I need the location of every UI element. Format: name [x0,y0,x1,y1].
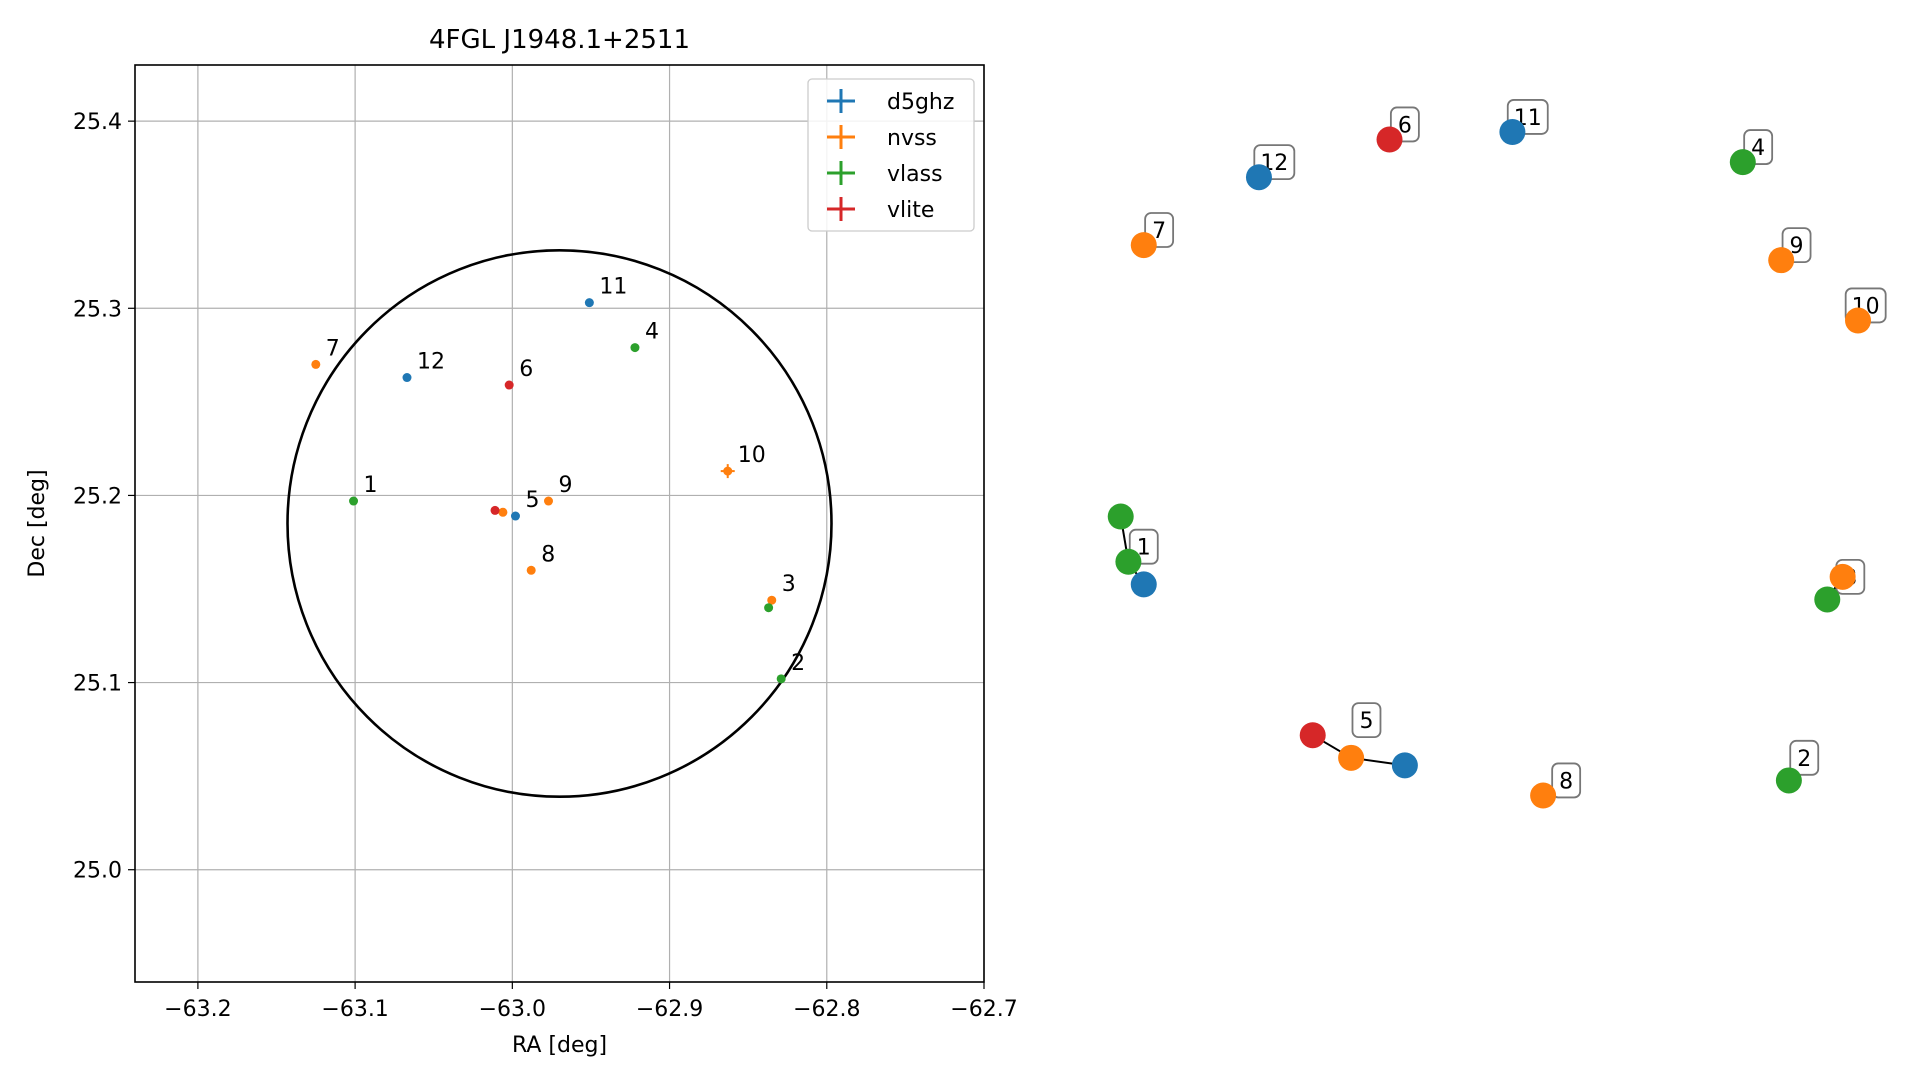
marker-nvss [1130,232,1157,259]
x-tick-label: −63.2 [164,997,231,1022]
point-label: 8 [541,542,555,567]
legend-label-vlite: vlite [887,198,934,223]
error-ellipse-layer [286,248,833,799]
x-tick-label: −62.7 [950,997,1017,1022]
point-label: 7 [326,336,340,361]
x-tick-label: −63.0 [479,997,546,1022]
legend-label-d5ghz: d5ghz [887,90,954,115]
x-tick-label: −62.9 [636,997,703,1022]
point-label: 9 [558,473,572,498]
legend: d5ghz nvss vlass vlite [807,78,975,232]
plot-frame [134,64,985,983]
data-point-nvss [311,359,321,369]
group-label: 5 [1359,709,1373,734]
data-point-nvss [498,507,508,517]
data-point-vlite [490,505,500,515]
y-tick-label: 25.4 [73,110,122,135]
marker-nvss [1845,307,1871,334]
x-tick-label: −62.8 [793,997,860,1022]
marker-d5ghz [1245,164,1272,191]
y-axis-ticks: 25.0 25.1 25.2 25.3 25.4 [73,110,135,884]
point-label: 11 [599,275,627,300]
data-point-vlite [504,380,514,390]
marker-d5ghz [1130,571,1157,598]
point-label: 2 [791,651,805,676]
y-tick-label: 25.3 [73,297,122,322]
point-label: 3 [782,572,796,597]
data-point-vlass [764,603,774,613]
data-point-nvss [526,565,536,575]
data-point-d5ghz [584,298,594,308]
y-tick-label: 25.2 [73,484,122,509]
x-tick-label: −63.1 [321,997,388,1022]
marker-vlass [1107,503,1134,530]
group-label: 9 [1790,234,1804,259]
marker-vlass [1814,586,1841,613]
group-label: 8 [1559,769,1573,794]
data-point-vlass [776,674,786,684]
marker-d5ghz [1391,752,1418,779]
source-markers [1107,119,1871,809]
group-label-box [1789,739,1820,776]
point-label: 1 [364,473,378,498]
y-tick-label: 25.1 [73,672,122,697]
data-point-d5ghz [510,511,520,521]
y-axis-label: Dec [deg] [25,469,50,577]
marker-vlite [1299,722,1326,749]
point-label: 12 [417,350,445,375]
marker-d5ghz [1499,119,1526,145]
point-label: 6 [519,357,533,382]
legend-label-vlass: vlass [887,162,943,187]
group-label-box [1351,702,1382,739]
marker-nvss [1768,247,1795,274]
data-point-nvss [723,466,733,476]
marker-nvss [1829,563,1856,590]
chart-title: 4FGL J1948.1+2511 [429,25,690,55]
group-label: 6 [1398,113,1412,138]
group-label-box [1551,762,1582,799]
group-label: 1 [1137,536,1151,561]
legend-box [807,78,975,232]
y-tick-label: 25.0 [73,859,122,884]
marker-vlass [1775,767,1802,794]
data-point-vlass [349,496,359,506]
marker-vlass [1115,548,1142,575]
data-point-vlass [630,343,640,353]
group-label: 4 [1751,136,1765,161]
x-axis-ticks: −63.2 −63.1 −63.0 −62.9 −62.8 −62.7 [164,982,1018,1022]
point-label: 4 [645,320,659,345]
group-label: 2 [1797,747,1811,772]
marker-vlass [1729,149,1756,176]
marker-vlite [1376,126,1403,153]
point-label: 10 [738,443,766,468]
marker-nvss [1530,782,1557,809]
data-point-nvss [543,496,553,506]
group-label: 7 [1152,219,1166,244]
data-point-nvss [767,595,777,605]
x-axis-label: RA [deg] [512,1033,607,1058]
group-connector-lines [1119,516,1844,767]
error-ellipse [286,248,833,799]
data-point-d5ghz [402,373,412,383]
marker-nvss [1338,744,1365,771]
legend-label-nvss: nvss [887,126,937,151]
point-label: 5 [525,488,539,513]
